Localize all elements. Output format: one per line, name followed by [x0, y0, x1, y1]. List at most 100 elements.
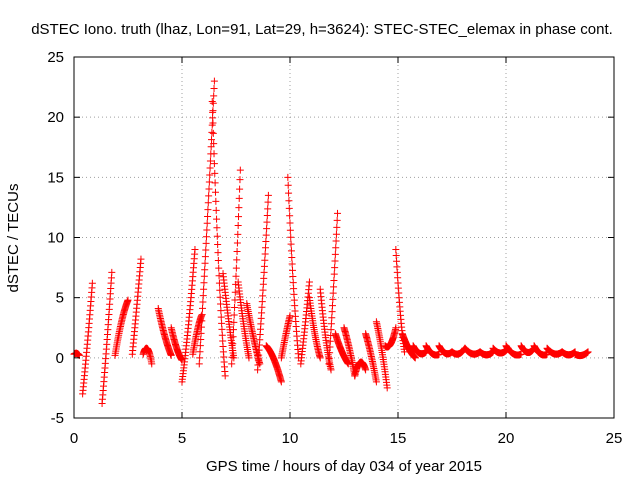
- data-series-arc: [571, 348, 592, 360]
- data-point: [202, 239, 210, 247]
- data-point: [196, 342, 204, 350]
- data-series-arc: [111, 296, 132, 359]
- data-point: [216, 286, 224, 294]
- data-point: [210, 150, 218, 158]
- x-tick-label: 10: [282, 430, 299, 447]
- data-point: [262, 231, 270, 239]
- data-point: [199, 304, 207, 312]
- data-point: [263, 212, 271, 220]
- data-point: [221, 372, 229, 380]
- data-point: [287, 233, 295, 241]
- x-tick-label: 25: [606, 430, 623, 447]
- data-series-arc: [325, 209, 342, 368]
- data-point: [263, 218, 271, 226]
- x-tick-label: 0: [70, 430, 78, 447]
- data-point: [327, 320, 335, 328]
- data-point: [209, 99, 217, 107]
- data-point: [261, 256, 269, 264]
- data-point: [411, 354, 419, 362]
- data-point: [210, 140, 218, 148]
- data-series-arc: [502, 342, 525, 359]
- data-point: [263, 225, 271, 233]
- data-point: [209, 108, 217, 116]
- data-series-arc: [489, 344, 512, 357]
- data-series-arc: [297, 278, 313, 368]
- data-series-arc: [277, 312, 294, 362]
- data-point: [228, 347, 236, 355]
- data-point: [235, 213, 243, 221]
- data-point: [259, 280, 267, 288]
- data-point: [215, 264, 223, 272]
- data-point: [264, 198, 272, 206]
- data-point: [332, 244, 340, 252]
- y-tick-label: 10: [47, 230, 64, 247]
- data-series-arc: [234, 278, 253, 362]
- data-point: [332, 237, 340, 245]
- data-series-arc: [476, 348, 497, 359]
- data-point: [383, 384, 391, 392]
- data-point: [210, 77, 218, 85]
- data-point: [191, 246, 199, 254]
- y-axis-label: dSTEC / TECUs: [5, 184, 22, 293]
- data-point: [285, 197, 293, 205]
- data-point: [330, 276, 338, 284]
- x-tick-label: 5: [178, 430, 186, 447]
- data-point: [206, 164, 214, 172]
- data-series-arc: [79, 279, 96, 398]
- data-point: [287, 240, 295, 248]
- data-point: [208, 128, 216, 136]
- data-point: [203, 219, 211, 227]
- y-tick-label: -5: [51, 410, 64, 427]
- data-point: [230, 354, 238, 362]
- data-point: [167, 351, 175, 359]
- data-point: [286, 219, 294, 227]
- data-point: [203, 226, 211, 234]
- data-point: [245, 354, 253, 362]
- y-tick-label: 25: [47, 49, 64, 66]
- data-point: [210, 160, 218, 168]
- data-series-arc: [154, 304, 175, 359]
- data-point: [214, 249, 222, 257]
- data-point: [260, 268, 268, 276]
- data-point: [205, 178, 213, 186]
- data-point: [517, 350, 525, 358]
- data-point: [329, 295, 337, 303]
- data-series-arc: [305, 294, 324, 362]
- data-point: [287, 247, 295, 255]
- data-point: [330, 270, 338, 278]
- data-point: [197, 336, 205, 344]
- data-series-arc: [381, 324, 400, 351]
- data-point: [229, 340, 237, 348]
- data-series-arc: [195, 77, 218, 368]
- data-point: [289, 279, 297, 287]
- data-series-arc: [422, 342, 443, 359]
- data-point: [208, 136, 216, 144]
- data-series-arc: [189, 312, 205, 358]
- data-point: [329, 289, 337, 297]
- data-point: [218, 325, 226, 333]
- data-point: [334, 209, 342, 217]
- data-point: [327, 366, 335, 374]
- data-point: [289, 273, 297, 281]
- data-series-arc: [228, 166, 244, 368]
- data-point: [198, 317, 206, 325]
- data-point: [289, 266, 297, 274]
- axes: 0 5 10 15 20 25 -5 0 5 10 15 20 25: [47, 49, 622, 447]
- data-point: [215, 272, 223, 280]
- data-series-arc: [461, 344, 484, 358]
- data-point: [288, 260, 296, 268]
- data-point: [200, 279, 208, 287]
- data-series-arc: [128, 255, 145, 358]
- data-series-arc: [331, 330, 352, 368]
- data-point: [262, 244, 270, 252]
- data-point: [210, 92, 218, 100]
- data-point: [234, 222, 242, 230]
- data-point: [205, 185, 213, 193]
- data-point: [260, 262, 268, 270]
- data-point: [233, 239, 241, 247]
- data-point: [305, 278, 313, 286]
- data-point: [217, 300, 225, 308]
- data-point: [124, 296, 132, 304]
- data-point: [201, 259, 209, 267]
- data-point: [259, 286, 267, 294]
